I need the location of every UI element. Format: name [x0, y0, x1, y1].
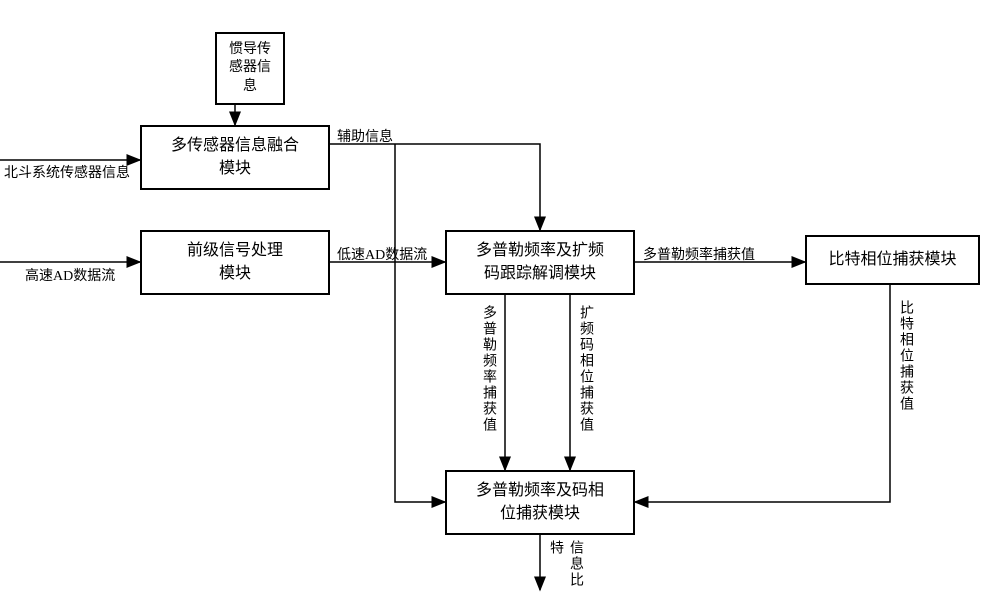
- high-ad-label: 高速AD数据流: [25, 265, 115, 285]
- doppler-track-box: 多普勒频率及扩频 码跟踪解调模块: [445, 230, 635, 295]
- bit-phase-box: 比特相位捕获模块: [805, 235, 980, 285]
- sensor-fusion-box: 多传感器信息融合 模块: [140, 125, 330, 190]
- bit-phase-label: 比特相位捕获模块: [828, 249, 956, 271]
- bit-phase-vert-label: 比特相位捕获值: [895, 300, 915, 412]
- low-ad-label: 低速AD数据流: [337, 244, 427, 264]
- inertial-sensor-text: 惯导传感器信息: [225, 41, 275, 96]
- doppler-capture-val-label: 多普勒频率捕获值: [643, 244, 755, 264]
- sensor-fusion-label: 多传感器信息融合 模块: [171, 135, 299, 180]
- beidou-sensor-label: 北斗系统传感器信息: [4, 162, 130, 182]
- info-bit-label: 信息比特: [545, 540, 585, 599]
- front-signal-label: 前级信号处理 模块: [187, 240, 283, 285]
- bit-to-capture: [635, 285, 890, 502]
- fusion-branch-to-capture: [395, 144, 445, 502]
- inertial-sensor-label-box: 惯导传感器信息: [215, 32, 285, 105]
- aux-info-label: 辅助信息: [337, 126, 393, 146]
- fusion-to-doppler-track: [330, 144, 540, 230]
- spread-code-vert-label: 扩频码相位捕获值: [575, 305, 595, 433]
- doppler-freq-vert-label: 多普勒频率捕获值: [478, 305, 498, 433]
- doppler-capture-box: 多普勒频率及码相 位捕获模块: [445, 470, 635, 535]
- doppler-track-label: 多普勒频率及扩频 码跟踪解调模块: [476, 240, 604, 285]
- front-signal-box: 前级信号处理 模块: [140, 230, 330, 295]
- doppler-capture-label: 多普勒频率及码相 位捕获模块: [476, 480, 604, 525]
